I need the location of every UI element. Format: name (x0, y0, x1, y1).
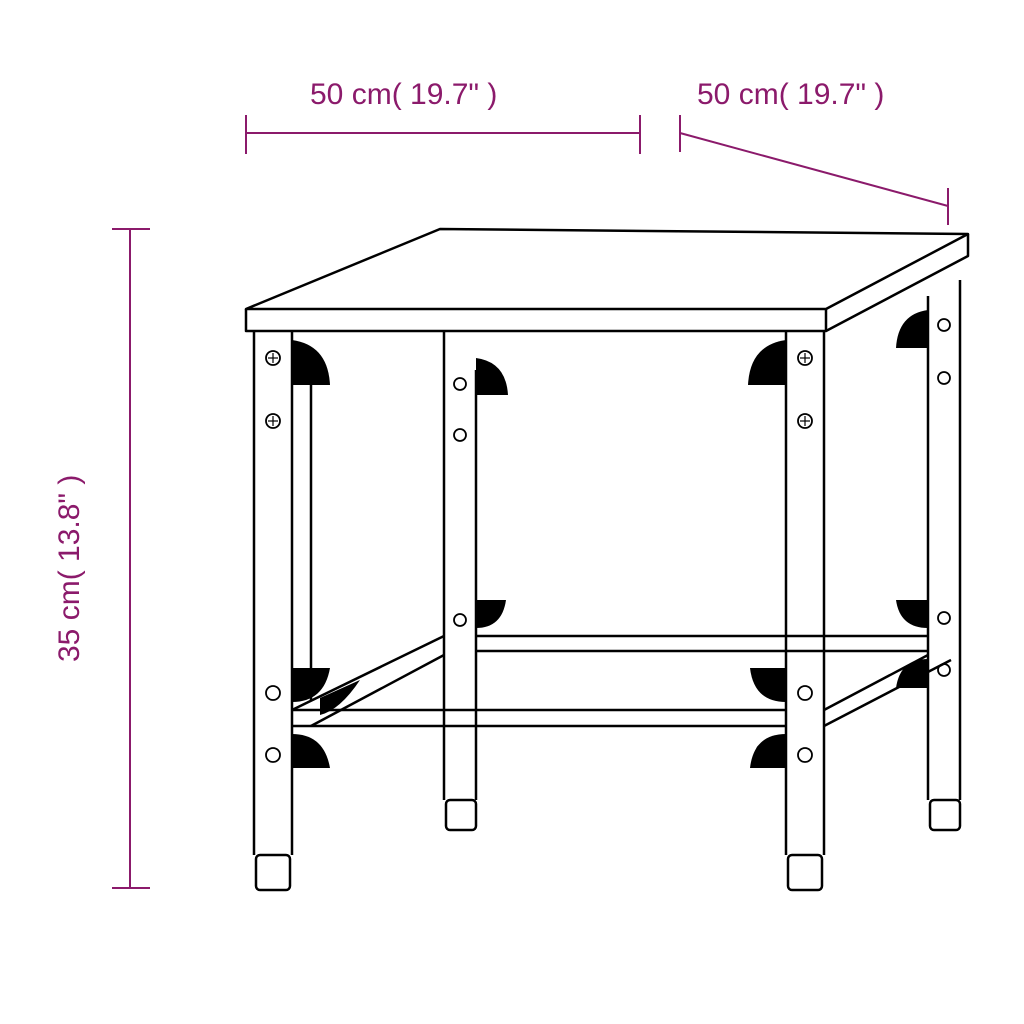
depth-inches: ( 19.7" ) (779, 78, 885, 111)
diagram-container: 50 cm( 19.7" ) 50 cm( 19.7" ) 35 cm( 13.… (0, 0, 1024, 1024)
height-inches: ( 13.8" ) (53, 475, 86, 581)
width-cm: 50 cm (310, 78, 392, 111)
depth-cm: 50 cm (697, 78, 779, 111)
depth-dimension-label: 50 cm( 19.7" ) (697, 78, 884, 112)
technical-drawing-svg (0, 0, 1024, 1024)
height-cm: 35 cm (53, 580, 86, 662)
width-dimension-label: 50 cm( 19.7" ) (310, 78, 497, 112)
width-inches: ( 19.7" ) (392, 78, 498, 111)
height-dimension-label: 35 cm( 13.8" ) (53, 462, 87, 662)
table-outline (246, 229, 968, 890)
